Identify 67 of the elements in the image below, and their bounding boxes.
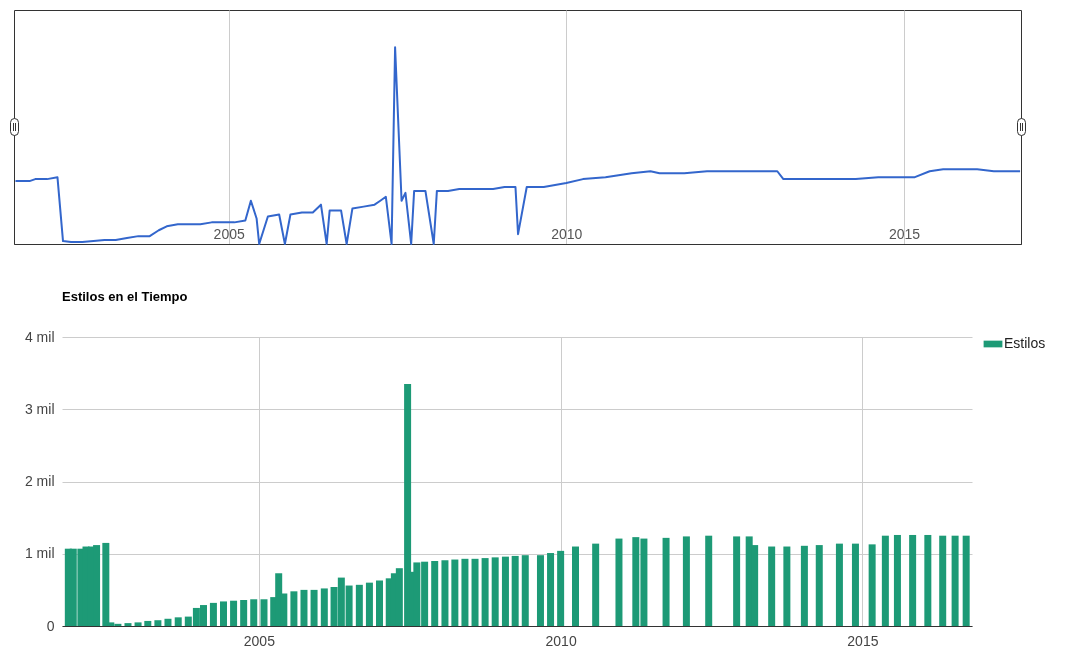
bar	[310, 589, 318, 626]
y-tick-label: 1 mil	[24, 545, 55, 562]
bar	[230, 600, 238, 626]
bar	[431, 560, 439, 626]
bar	[209, 602, 217, 626]
bar	[164, 618, 172, 626]
bar	[491, 557, 499, 626]
bar	[951, 535, 959, 626]
bar	[557, 550, 565, 626]
bar	[547, 553, 555, 626]
bar	[662, 537, 670, 626]
bar	[939, 535, 947, 626]
y-tick-label: 0	[46, 617, 55, 634]
bar	[501, 556, 509, 626]
bar	[682, 536, 690, 626]
bar	[461, 558, 469, 626]
bar	[365, 582, 373, 626]
bar	[250, 599, 258, 626]
bar	[124, 623, 132, 626]
y-tick-label: 4 mil	[24, 328, 55, 345]
bar	[521, 555, 529, 626]
bar	[355, 584, 363, 626]
x-tick-label: 2015	[847, 632, 879, 649]
bar	[511, 555, 519, 626]
bar	[800, 545, 808, 626]
bar	[733, 536, 741, 626]
bar	[705, 535, 713, 626]
y-tick-label: 2 mil	[24, 473, 55, 489]
bar	[441, 560, 449, 626]
x-tick-label: 2015	[888, 225, 921, 242]
bar	[868, 544, 876, 626]
bar	[320, 588, 328, 626]
bar	[144, 620, 152, 626]
bar	[240, 599, 248, 626]
bar	[220, 601, 227, 626]
bar	[909, 534, 917, 626]
chart-title: Estilos en el Tiempo	[62, 289, 188, 304]
bar	[451, 559, 459, 626]
bar	[134, 622, 142, 626]
bar	[154, 620, 162, 626]
bar	[962, 535, 970, 626]
bar	[376, 580, 383, 626]
bar	[481, 558, 489, 626]
bar	[615, 538, 623, 626]
bar	[893, 534, 901, 626]
x-tick-label: 2010	[551, 225, 583, 242]
bar	[815, 545, 823, 626]
bar	[851, 543, 859, 626]
bar	[290, 591, 298, 626]
bar	[924, 534, 932, 626]
bar	[592, 543, 600, 626]
bar	[102, 542, 110, 626]
y-tick-label: 3 mil	[24, 400, 55, 417]
bar	[260, 599, 268, 626]
bar	[768, 546, 776, 626]
bar	[174, 617, 182, 626]
x-tick-label: 2005	[213, 225, 245, 242]
bar	[536, 555, 544, 626]
bar	[471, 558, 479, 626]
legend-label: Estilos	[1004, 335, 1046, 351]
bar	[300, 589, 308, 626]
x-tick-label: 2010	[545, 632, 577, 649]
bar	[835, 543, 843, 626]
bar	[572, 546, 579, 626]
x-tick-label: 2005	[243, 632, 276, 649]
bar	[881, 535, 889, 626]
bar	[783, 546, 791, 626]
